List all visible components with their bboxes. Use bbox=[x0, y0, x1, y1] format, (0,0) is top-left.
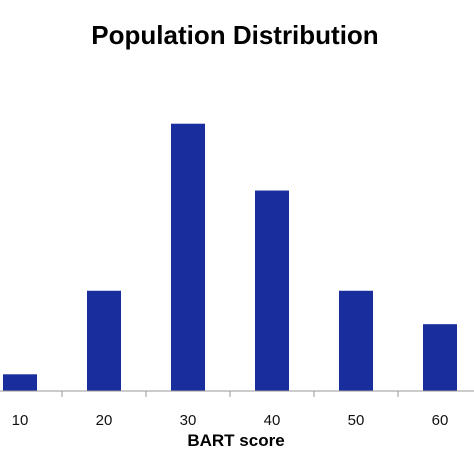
bar-30 bbox=[171, 123, 205, 392]
x-tick-label-60: 60 bbox=[432, 412, 449, 429]
x-tick-label-50: 50 bbox=[348, 412, 365, 429]
chart-title: Population Distribution bbox=[91, 20, 378, 50]
bar-20 bbox=[87, 290, 121, 391]
x-tick-label-30: 30 bbox=[180, 412, 197, 429]
x-axis-label: BART score bbox=[187, 431, 284, 450]
bar-40 bbox=[255, 190, 289, 391]
bar-60 bbox=[423, 324, 457, 391]
x-axis-tick-labels: 10 20 30 40 50 60 bbox=[12, 412, 449, 429]
x-tick-label-40: 40 bbox=[264, 412, 281, 429]
bar-10 bbox=[3, 374, 37, 391]
bar-50 bbox=[339, 290, 373, 391]
x-tick-label-20: 20 bbox=[96, 412, 113, 429]
x-tick-label-10: 10 bbox=[12, 412, 29, 429]
bars bbox=[3, 123, 457, 392]
x-axis-ticks bbox=[61, 391, 399, 397]
